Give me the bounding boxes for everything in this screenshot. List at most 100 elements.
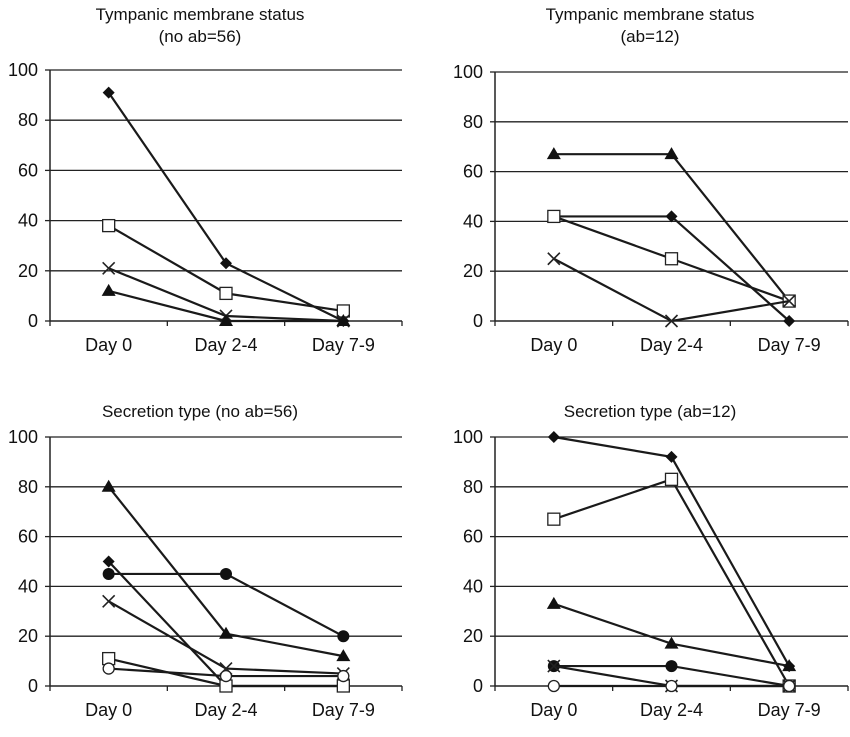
series-line — [553, 477, 791, 687]
data-point-triangle — [219, 626, 233, 639]
x-tick-label: Day 7-9 — [758, 700, 821, 720]
series-square-open — [102, 651, 350, 693]
y-tick-label: 80 — [18, 110, 38, 130]
panel-3: Secretion type (no ab=56) 0 20 40 60 80 100 Day… — [8, 402, 403, 720]
data-point-diamond — [665, 210, 678, 223]
chart-title: Tympanic membrane status — [546, 5, 755, 24]
data-point-x — [102, 261, 116, 275]
data-point-circle-open — [783, 679, 796, 693]
data-point-triangle — [546, 147, 561, 160]
x-tick-label: Day 2-4 — [194, 700, 257, 720]
y-tick-label: 40 — [18, 211, 38, 231]
data-point-square-open — [219, 286, 233, 301]
data-point-triangle — [336, 314, 351, 326]
chart-title: Secretion type (ab=12) — [564, 402, 736, 421]
data-point-square-open — [102, 218, 116, 233]
y-tick-label: 20 — [463, 261, 483, 281]
x-tick-label: Day 0 — [530, 335, 577, 355]
data-point-circle — [665, 660, 678, 673]
y-tick-label: 40 — [463, 576, 483, 596]
y-tick-label: 100 — [453, 62, 483, 82]
y-tick-label: 80 — [18, 477, 38, 497]
y-tick-label: 40 — [18, 576, 38, 596]
data-point-diamond — [665, 450, 678, 463]
data-point-circle — [337, 630, 350, 643]
data-point-triangle — [101, 283, 116, 296]
x-tick-label: Day 2-4 — [194, 335, 257, 355]
data-point-diamond — [547, 431, 560, 443]
series-circle — [102, 567, 350, 643]
data-point-triangle — [546, 596, 561, 609]
data-point-circle — [220, 567, 232, 580]
y-tick-label: 0 — [473, 311, 483, 331]
chart-title: Tympanic membrane status — [96, 5, 305, 24]
series-triangle — [101, 283, 351, 326]
series-line — [553, 153, 791, 302]
y-tick-label: 60 — [18, 160, 38, 180]
series-triangle — [546, 596, 797, 672]
data-point-circle-open — [219, 669, 233, 683]
data-point-triangle — [782, 659, 797, 672]
panel-2: Tympanic membrane status (ab=12) 0 20 40 60 80… — [453, 5, 849, 355]
data-point-x — [547, 252, 561, 266]
series-square-open — [547, 472, 796, 693]
data-point-x — [547, 659, 561, 673]
y-tick-label: 20 — [18, 626, 38, 646]
y-tick-label: 80 — [463, 112, 483, 132]
data-point-square-open — [547, 512, 561, 526]
data-point-triangle — [664, 636, 679, 649]
data-point-square-open — [664, 252, 679, 266]
data-point-triangle — [664, 147, 679, 160]
x-tick-label: Day 7-9 — [758, 335, 821, 355]
data-point-diamond — [783, 315, 796, 327]
panel-1: Tympanic membrane status (no ab=56) 0 20 40 6… — [8, 5, 403, 355]
series-circle-open — [547, 679, 796, 693]
data-point-circle — [102, 567, 115, 580]
data-point-x — [664, 314, 679, 328]
data-point-diamond — [102, 555, 115, 568]
data-point-diamond — [220, 257, 232, 270]
x-tick-label: Day 7-9 — [312, 700, 375, 720]
y-tick-label: 0 — [28, 311, 38, 331]
x-tick-label: Day 0 — [85, 700, 132, 720]
y-tick-label: 40 — [463, 211, 483, 231]
y-tick-label: 20 — [463, 626, 483, 646]
data-point-x — [102, 594, 116, 608]
series-line — [107, 91, 344, 322]
data-point-square-open — [664, 472, 679, 486]
data-point-circle-open — [102, 662, 115, 675]
x-tick-label: Day 0 — [85, 335, 132, 355]
x-tick-label: Day 2-4 — [640, 700, 703, 720]
series-x — [547, 252, 796, 328]
series-line — [553, 602, 790, 668]
data-point-circle-open — [337, 669, 350, 683]
data-point-x — [782, 294, 796, 308]
y-tick-label: 0 — [473, 676, 483, 696]
chart-title: (no ab=56) — [159, 27, 242, 46]
data-point-triangle — [101, 479, 116, 492]
x-tick-label: Day 7-9 — [312, 335, 375, 355]
panel-4: Secretion type (ab=12) 0 20 40 60 80 100 Day 0 D… — [453, 402, 849, 720]
y-tick-label: 80 — [463, 477, 483, 497]
chart-title: (ab=12) — [620, 27, 679, 46]
y-tick-label: 60 — [463, 527, 483, 547]
series-line — [553, 435, 791, 667]
data-point-triangle — [336, 649, 351, 662]
y-tick-label: 20 — [18, 261, 38, 281]
y-tick-label: 60 — [18, 527, 38, 547]
y-tick-label: 0 — [28, 676, 38, 696]
data-point-diamond — [102, 86, 115, 99]
chart-title: Secretion type (no ab=56) — [102, 402, 298, 421]
data-point-circle-open — [547, 679, 560, 693]
series-circle-open — [102, 662, 350, 683]
data-point-triangle — [219, 314, 233, 326]
x-tick-label: Day 0 — [530, 700, 577, 720]
series-line — [553, 215, 790, 322]
y-tick-label: 100 — [453, 427, 483, 447]
series-square-open — [102, 218, 350, 318]
y-tick-label: 100 — [8, 60, 38, 80]
series-triangle — [101, 479, 351, 662]
x-tick-label: Day 2-4 — [640, 335, 703, 355]
y-tick-label: 100 — [8, 427, 38, 447]
